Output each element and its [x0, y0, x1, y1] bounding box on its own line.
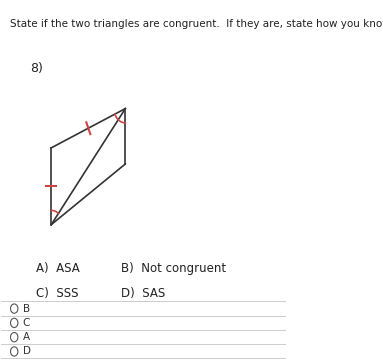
Text: 8): 8)	[30, 62, 43, 75]
Text: A: A	[23, 332, 30, 342]
Text: D)  SAS: D) SAS	[121, 287, 165, 300]
Text: State if the two triangles are congruent.  If they are, state how you know.: State if the two triangles are congruent…	[10, 19, 383, 29]
Text: C)  SSS: C) SSS	[36, 287, 78, 300]
Text: D: D	[23, 346, 31, 356]
Text: B: B	[23, 303, 30, 314]
Text: B)  Not congruent: B) Not congruent	[121, 262, 226, 275]
Text: A)  ASA: A) ASA	[36, 262, 79, 275]
Text: C: C	[23, 318, 30, 328]
